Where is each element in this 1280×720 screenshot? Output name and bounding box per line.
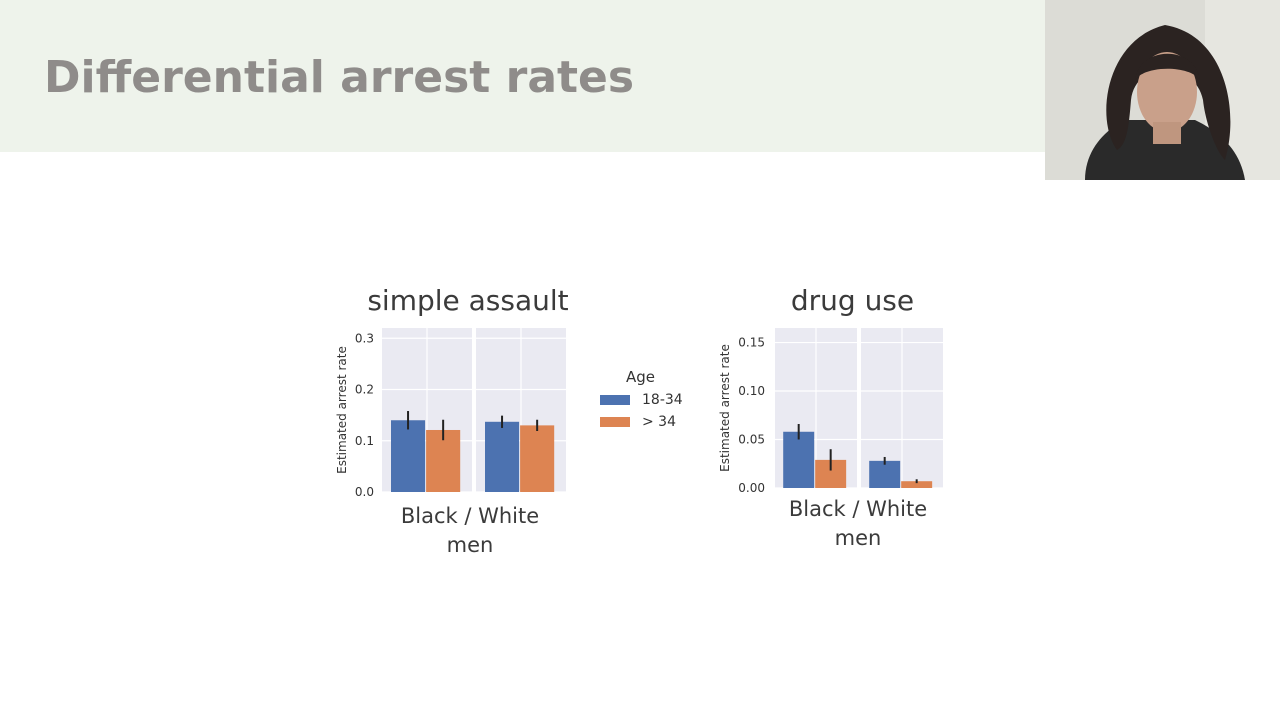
chart-2-drug-use: 0.00 0.05 0.10 0.15 Estimated arrest rate [718, 328, 943, 495]
chart-2-title: drug use [790, 284, 915, 317]
ytick-label: 0.1 [355, 434, 374, 448]
bar-white-18-34 [869, 460, 901, 488]
legend-label-over-34: > 34 [642, 414, 676, 430]
chart-1-xlabel-line-2: men [446, 533, 494, 557]
ytick-label: 0.3 [355, 331, 374, 345]
ytick-label: 0.2 [355, 383, 374, 397]
legend-title: Age [626, 368, 656, 386]
bar-black-18-34 [783, 431, 815, 488]
ytick-label: 0.0 [355, 485, 374, 499]
ytick-label: 0.00 [738, 481, 765, 495]
chart-1-xlabel-line-1: Black / White [400, 504, 540, 528]
ytick-label: 0.10 [738, 384, 765, 398]
bar-white-18-34 [485, 421, 520, 492]
chart-2-xlabel: Black / White men [768, 495, 948, 553]
bar-black-18-34 [391, 420, 426, 492]
slide-title: Differential arrest rates [44, 52, 635, 103]
legend: Age 18-34 > 34 [596, 366, 696, 436]
legend-swatch-18-34 [600, 395, 630, 405]
ylabel: Estimated arrest rate [335, 346, 349, 474]
chart-2-xlabel-line-1: Black / White [788, 497, 928, 521]
bar-white-over-34 [901, 481, 933, 488]
ylabel: Estimated arrest rate [718, 344, 732, 472]
chart-2-xlabel-line-2: men [834, 526, 882, 550]
bar-black-over-34 [426, 429, 461, 492]
legend-swatch-over-34 [600, 417, 630, 427]
ytick-label: 0.15 [738, 336, 765, 350]
legend-label-18-34: 18-34 [642, 392, 683, 408]
presenter-video [1045, 0, 1280, 180]
chart-1-title: simple assault [367, 284, 569, 317]
bar-white-over-34 [520, 425, 555, 492]
ytick-label: 0.05 [738, 433, 765, 447]
chart-1-simple-assault: 0.0 0.1 0.2 0.3 Estimated arrest rate [335, 328, 566, 499]
presenter-silhouette-icon [1045, 0, 1280, 180]
chart-1-xlabel: Black / White men [380, 502, 560, 560]
